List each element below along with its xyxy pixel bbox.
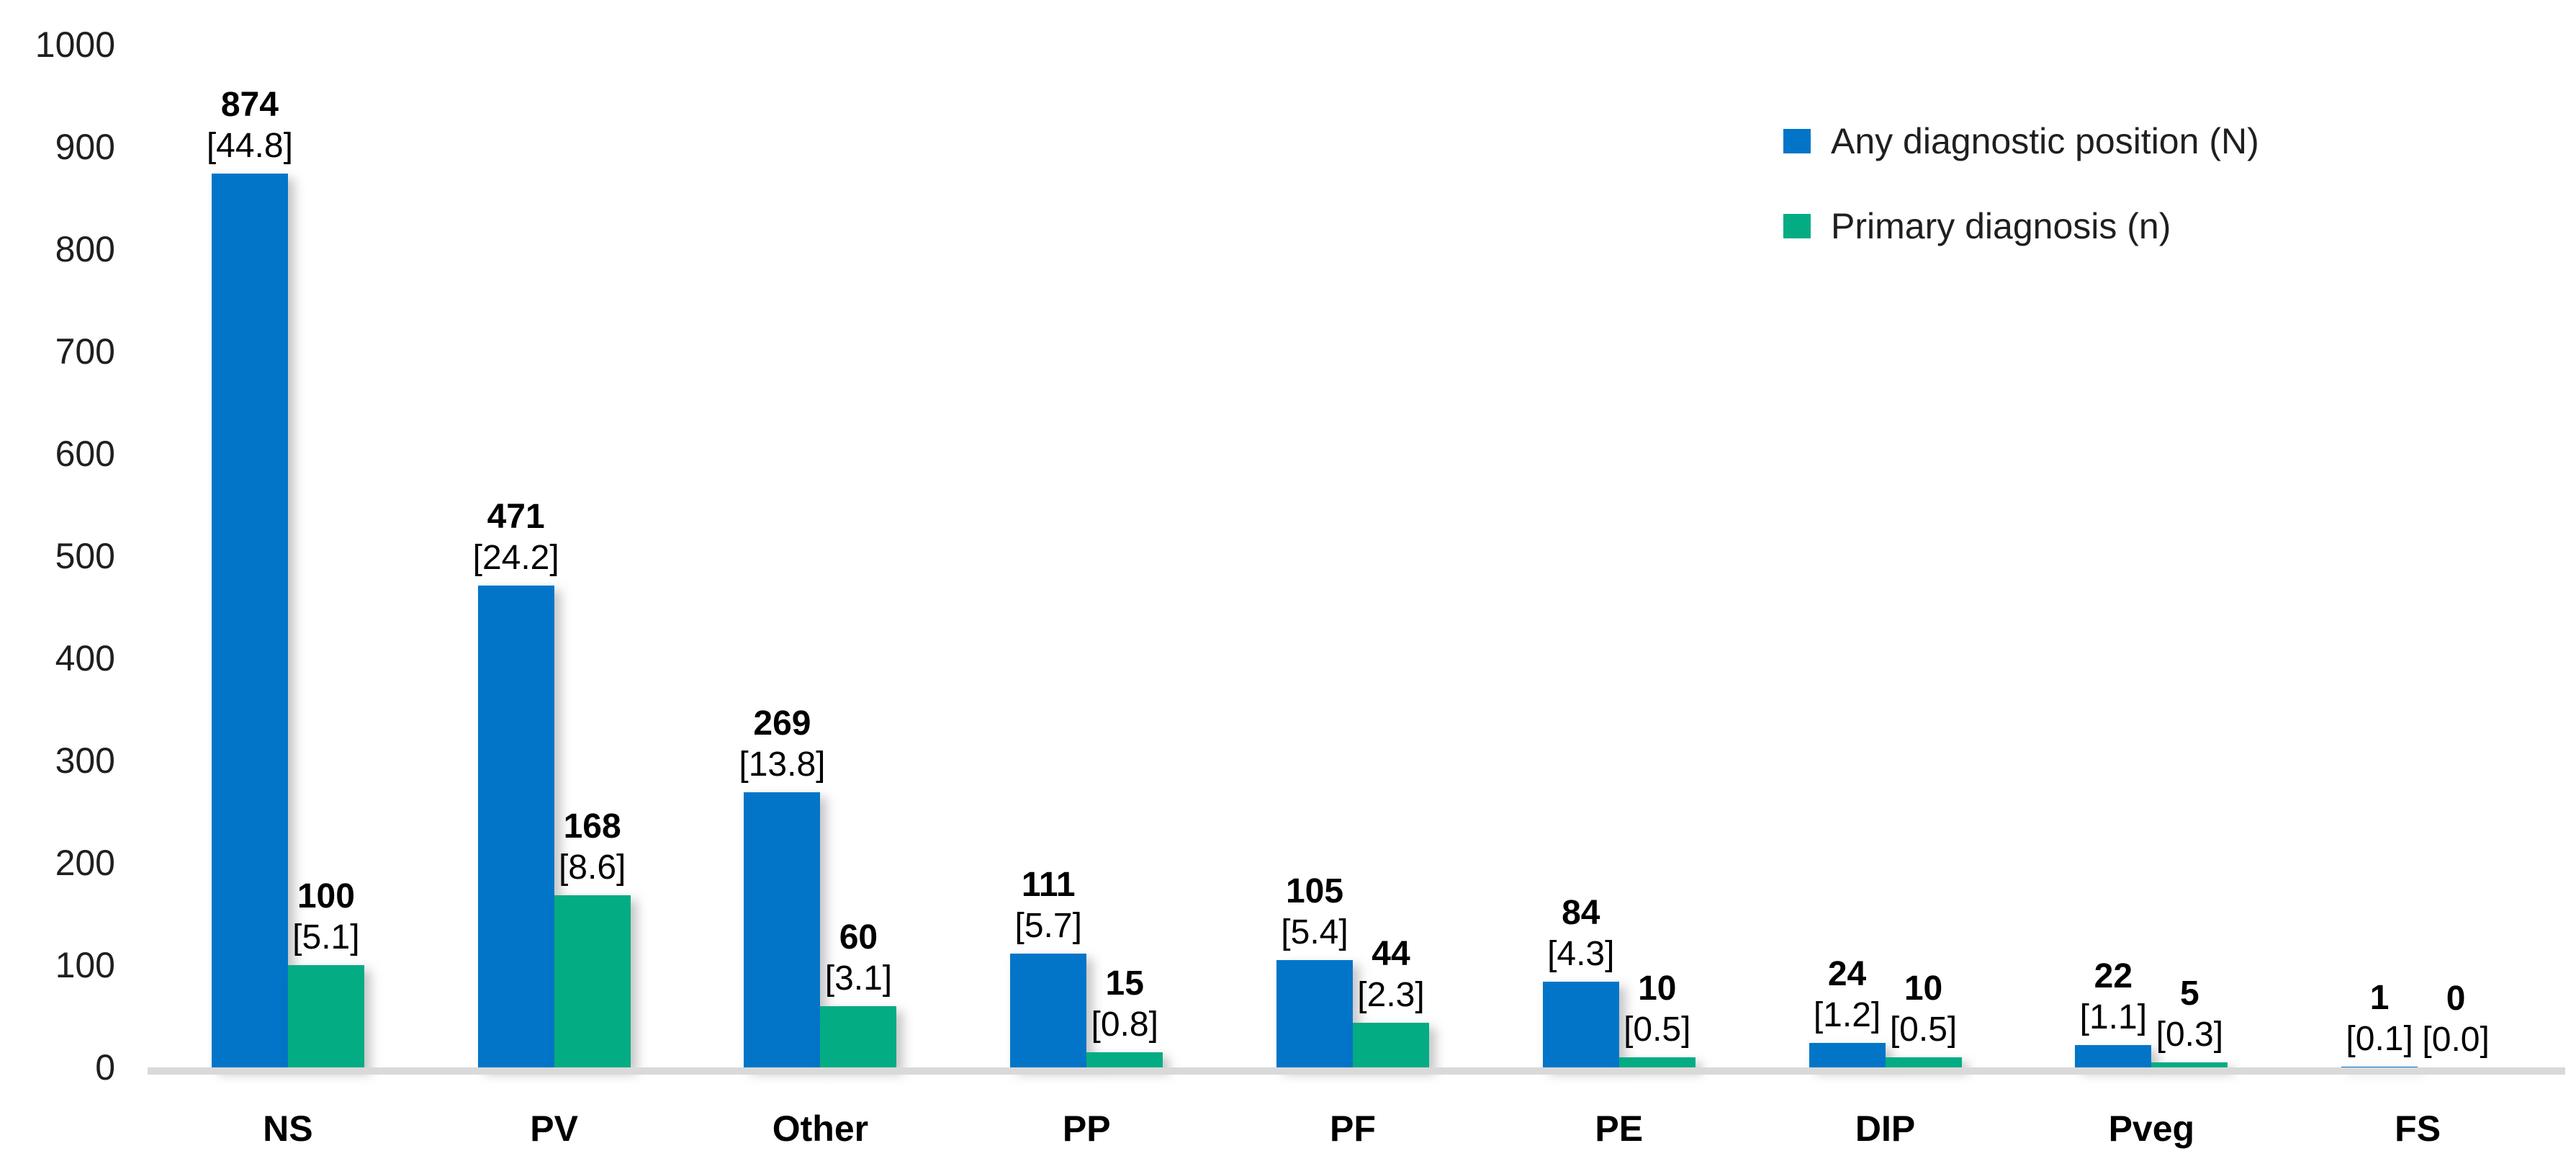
bar-value: 84 xyxy=(1562,893,1600,932)
bar-NS-any-position xyxy=(211,173,288,1069)
bar-PP-any-position xyxy=(1010,954,1087,1069)
bar-DIP-any-position xyxy=(1809,1042,1886,1069)
bar-label-DIP-any-position: 24 [1.2] xyxy=(1814,954,1881,1036)
bar-label-NS-any-position: 874 [44.8] xyxy=(207,84,293,166)
bar-label-PV-primary: 168 [8.6] xyxy=(559,806,626,888)
x-category-label-NS: NS xyxy=(263,1108,313,1149)
bar-DIP-primary xyxy=(1885,1057,1962,1069)
bar-value: 471 xyxy=(487,498,545,537)
bar-Other-any-position xyxy=(744,792,821,1069)
bar-percent: [0.0] xyxy=(2422,1021,2490,1059)
legend-item-any-diagnostic-position: Any diagnostic position (N) xyxy=(1783,117,2259,165)
bar-value: 10 xyxy=(1904,969,1943,1008)
bar-value: 10 xyxy=(1638,969,1677,1008)
x-category-label-Other: Other xyxy=(772,1108,869,1149)
bar-NS-primary xyxy=(287,965,364,1069)
bar-percent: [1.2] xyxy=(1813,995,1881,1034)
bar-value: 24 xyxy=(1827,954,1867,993)
bar-label-DIP-primary: 10 [0.5] xyxy=(1890,968,1957,1050)
bar-label-PE-any-position: 84 [4.3] xyxy=(1547,892,1614,974)
y-tick-label: 600 xyxy=(55,434,115,474)
y-tick-label: 0 xyxy=(95,1047,115,1088)
bar-label-Other-any-position: 269 [13.8] xyxy=(739,703,825,785)
x-category-label-FS: FS xyxy=(2395,1108,2441,1149)
bar-label-PF-primary: 44 [2.3] xyxy=(1357,933,1424,1016)
bar-label-PE-primary: 10 [0.5] xyxy=(1623,968,1690,1050)
y-tick-label: 300 xyxy=(55,740,115,781)
bar-PE-any-position xyxy=(1542,981,1619,1069)
bar-value: 168 xyxy=(563,807,621,846)
x-axis-baseline xyxy=(148,1067,2565,1075)
bar-label-NS-primary: 100 [5.1] xyxy=(292,876,359,958)
bar-label-Pveg-primary: 5 [0.3] xyxy=(2156,973,2223,1055)
bar-percent: [0.5] xyxy=(1623,1010,1691,1049)
x-category-label-DIP: DIP xyxy=(1855,1108,1916,1149)
x-category-label-PP: PP xyxy=(1062,1108,1111,1149)
bar-label-PV-any-position: 471 [24.2] xyxy=(473,496,559,578)
bar-value: 874 xyxy=(220,85,279,124)
legend-item-primary-diagnosis: Primary diagnosis (n) xyxy=(1783,202,2259,250)
bar-percent: [13.8] xyxy=(739,745,826,784)
bar-label-Other-primary: 60 [3.1] xyxy=(825,917,892,999)
bar-value: 1 xyxy=(2369,978,2390,1017)
bar-value: 15 xyxy=(1105,964,1144,1003)
bar-percent: [5.4] xyxy=(1281,913,1348,951)
y-tick-label: 100 xyxy=(55,945,115,985)
legend: Any diagnostic position (N) Primary diag… xyxy=(1783,117,2259,287)
bar-label-FS-any-position: 1 [0.1] xyxy=(2346,977,2413,1059)
bar-value: 269 xyxy=(753,704,811,743)
y-tick-label: 500 xyxy=(55,536,115,576)
bar-percent: [0.3] xyxy=(2156,1015,2224,1054)
x-category-label-Pveg: Pveg xyxy=(2108,1108,2195,1149)
legend-label: Primary diagnosis (n) xyxy=(1831,206,2171,246)
legend-swatch-blue-icon xyxy=(1783,129,1811,153)
y-tick-label: 800 xyxy=(55,229,115,269)
bar-percent: [2.3] xyxy=(1357,975,1425,1014)
bar-PE-primary xyxy=(1618,1057,1695,1069)
bar-label-PF-any-position: 105 [5.4] xyxy=(1281,871,1348,953)
bar-percent: [1.1] xyxy=(2079,998,2148,1036)
bar-value: 44 xyxy=(1372,934,1410,973)
x-category-label-PF: PF xyxy=(1330,1108,1376,1149)
bar-value: 100 xyxy=(297,877,355,915)
bar-value: 60 xyxy=(839,918,878,956)
y-tick-label: 700 xyxy=(55,331,115,372)
bar-percent: [4.3] xyxy=(1547,934,1615,973)
bar-percent: [5.7] xyxy=(1014,907,1082,946)
bar-percent: [0.5] xyxy=(1889,1010,1958,1049)
bar-PP-primary xyxy=(1086,1052,1163,1069)
bar-percent: [3.1] xyxy=(824,959,893,998)
bar-Pveg-any-position xyxy=(2075,1044,2152,1069)
bar-PV-any-position xyxy=(477,586,554,1069)
legend-swatch-green-icon xyxy=(1783,214,1811,238)
x-category-label-PE: PE xyxy=(1595,1108,1644,1149)
bar-percent: [5.1] xyxy=(292,918,360,956)
y-tick-label: 200 xyxy=(55,843,115,883)
bar-percent: [44.8] xyxy=(206,126,293,165)
bar-value: 105 xyxy=(1285,871,1344,910)
bar-value: 5 xyxy=(2179,974,2199,1013)
bar-label-PP-primary: 15 [0.8] xyxy=(1091,963,1158,1045)
bar-percent: [24.2] xyxy=(472,539,559,578)
bar-value: 0 xyxy=(2446,980,2466,1018)
bar-Other-primary xyxy=(820,1005,897,1069)
bar-percent: [0.1] xyxy=(2346,1019,2413,1058)
bar-value: 111 xyxy=(1021,866,1076,905)
bar-percent: [8.6] xyxy=(558,848,626,887)
bar-PV-primary xyxy=(554,895,631,1069)
bar-label-Pveg-any-position: 22 [1.1] xyxy=(2080,956,2147,1038)
y-tick-label: 1000 xyxy=(35,24,115,65)
y-tick-label: 900 xyxy=(55,127,115,167)
bar-value: 22 xyxy=(2094,956,2133,995)
legend-label: Any diagnostic position (N) xyxy=(1831,121,2259,161)
bar-PF-any-position xyxy=(1276,959,1353,1069)
bar-percent: [0.8] xyxy=(1091,1005,1158,1044)
x-category-label-PV: PV xyxy=(530,1108,579,1149)
y-tick-label: 400 xyxy=(55,638,115,678)
bar-label-FS-primary: 0 [0.0] xyxy=(2422,978,2489,1060)
bar-PF-primary xyxy=(1353,1022,1429,1069)
bar-label-PP-any-position: 111 [5.7] xyxy=(1015,864,1082,946)
bar-Pveg-primary xyxy=(2151,1062,2228,1069)
